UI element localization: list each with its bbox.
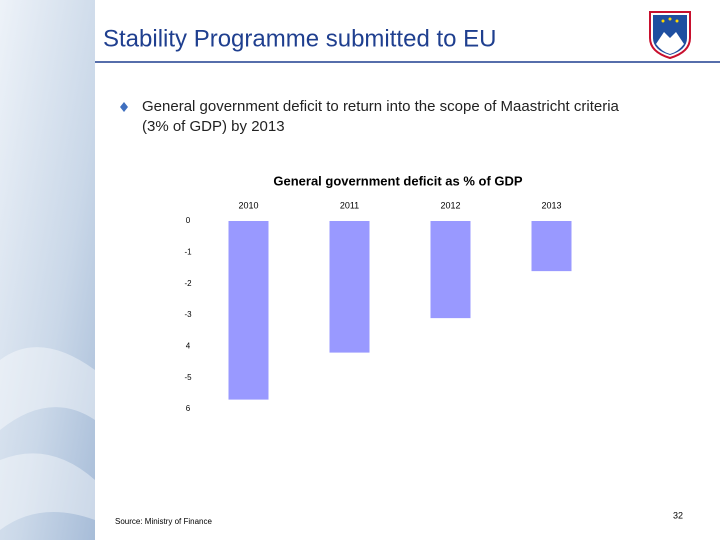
y-tick-label: -5 [184, 373, 192, 382]
bullet-text: General government deficit to return int… [142, 98, 620, 115]
side-wave [0, 347, 95, 530]
source: Source: Ministry of Finance [115, 517, 212, 526]
y-tick-label: -1 [184, 247, 192, 256]
y-tick-label: -2 [184, 279, 192, 288]
x-tick-label: 2011 [340, 200, 359, 210]
x-tick-label: 2010 [238, 200, 258, 210]
y-tick-label: 6 [186, 404, 191, 413]
y-tick-label: 0 [186, 216, 191, 225]
bar [430, 221, 471, 319]
bullet-marker [120, 102, 128, 112]
bar [228, 221, 269, 400]
side-band [0, 0, 95, 540]
y-tick-label: -3 [184, 310, 192, 319]
emblem [649, 11, 691, 60]
y-tick-label: 4 [186, 341, 191, 350]
x-tick-label: 2012 [440, 200, 460, 210]
page-number: 32 [673, 510, 683, 520]
bar [329, 221, 370, 353]
x-tick-label: 2013 [541, 200, 561, 210]
bullet-text: (3% of GDP) by 2013 [142, 118, 285, 135]
slide-title: Stability Programme submitted to EU [103, 25, 496, 52]
chart-title: General government deficit as % of GDP [273, 173, 523, 188]
bar [531, 221, 572, 272]
